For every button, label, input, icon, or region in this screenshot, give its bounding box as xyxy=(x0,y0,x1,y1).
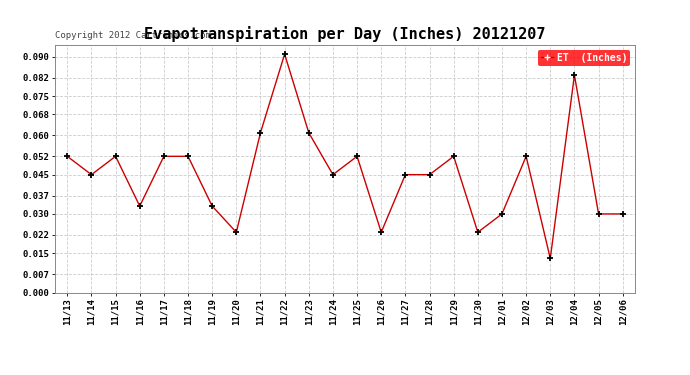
Legend: ET  (Inches): ET (Inches) xyxy=(538,50,630,66)
Title: Evapotranspiration per Day (Inches) 20121207: Evapotranspiration per Day (Inches) 2012… xyxy=(144,27,546,42)
Text: Copyright 2012 Cartronics.com: Copyright 2012 Cartronics.com xyxy=(55,31,211,40)
